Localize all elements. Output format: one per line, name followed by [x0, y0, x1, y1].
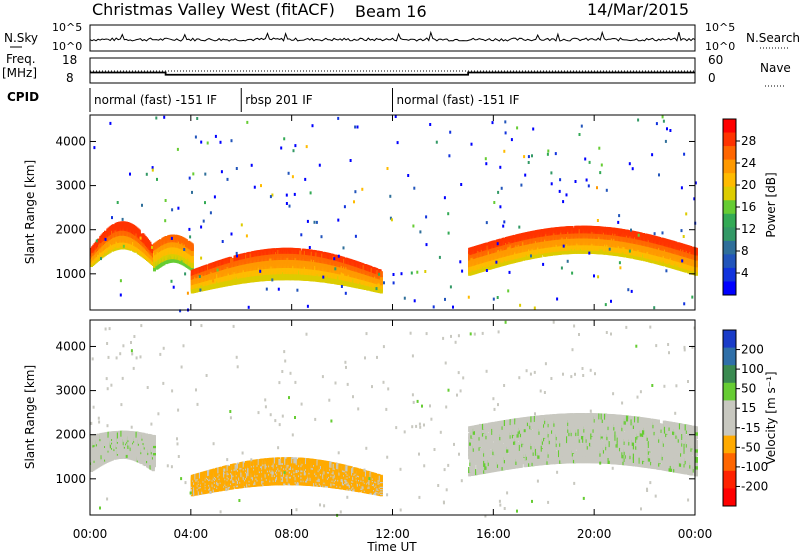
nsky-label: N.Sky	[4, 31, 38, 45]
cpid-segment-label: normal (fast) -151 IF	[94, 93, 217, 107]
freq-label-line1: Freq.	[6, 52, 36, 66]
heatmap-cell	[379, 271, 383, 278]
nsky-tick-bottom: 10^0	[52, 40, 82, 53]
nsearch-tick-top: 10^5	[705, 21, 735, 34]
nsky-panel: N.Sky 10^5 10^0 10^5 10^0 N.Search	[4, 21, 800, 53]
heatmap-cell	[190, 253, 194, 260]
cpid-panel: CPID normal (fast) -151 IF rbsp 201 IF nor…	[7, 88, 520, 112]
nsearch-label: N.Search	[746, 31, 800, 45]
nsky-frame	[89, 24, 696, 52]
cpid-segment-label: normal (fast) -151 IF	[397, 93, 520, 107]
heatmap-cell	[273, 248, 277, 255]
nave-tick-top: 60	[708, 53, 723, 67]
freq-label-line2: [MHz]	[2, 66, 37, 80]
heatmap-cell	[190, 243, 194, 250]
freq-tick-bottom: 8	[66, 71, 74, 85]
beam-label: Beam 16	[355, 2, 427, 21]
nave-tick-bottom: 0	[708, 71, 716, 85]
figure-title: Christmas Valley West (fitACF)	[92, 0, 335, 19]
nave-label: Nave	[760, 61, 791, 75]
cpid-segment-label: rbsp 201 IF	[245, 93, 312, 107]
nsearch-tick-bottom: 10^0	[705, 40, 735, 53]
heatmap-cell	[137, 229, 141, 236]
date-label: 14/Mar/2015	[587, 0, 689, 19]
freq-trace	[90, 71, 695, 76]
nsky-tick-top: 10^5	[52, 21, 82, 34]
freq-tick-top: 18	[62, 53, 77, 67]
heatmap-cell	[306, 275, 310, 281]
freq-panel: Freq. [MHz] 18 8 60 0 Nave	[2, 52, 791, 87]
nsky-trace	[89, 30, 696, 42]
cpid-label: CPID	[7, 90, 39, 104]
